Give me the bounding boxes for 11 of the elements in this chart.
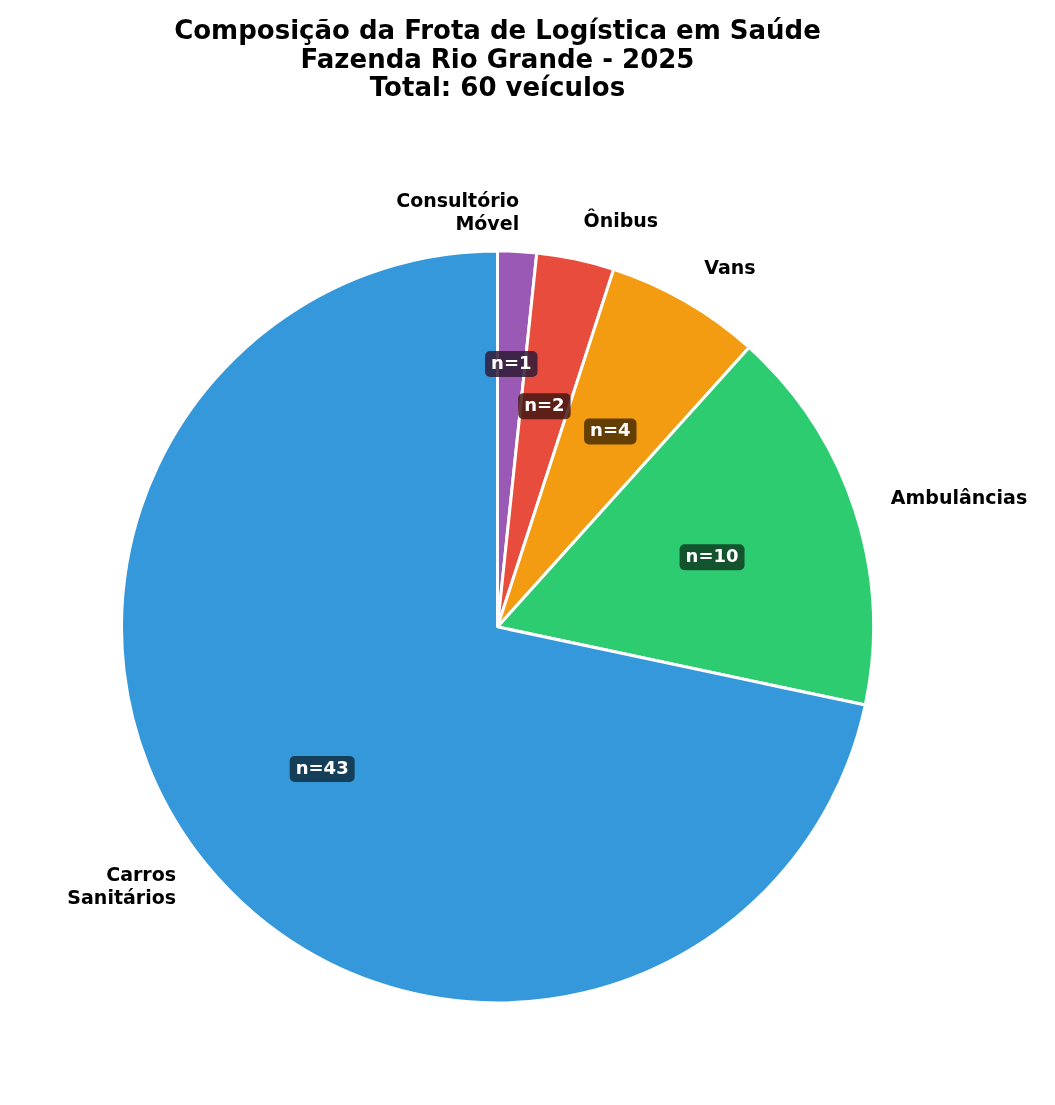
- slice-label: Consultório Móvel: [396, 189, 520, 235]
- data-label: n=10: [685, 544, 739, 566]
- slice-label: Ônibus: [583, 208, 659, 232]
- data-label: n=4: [590, 419, 631, 441]
- slice-label: Vans: [704, 255, 756, 278]
- slice-label: Carros Sanitários: [67, 862, 177, 908]
- data-label: n=43: [295, 756, 349, 778]
- data-label: n=2: [524, 393, 565, 415]
- data-label: n=1: [491, 351, 532, 373]
- chart-title: Composição da Frota de Logística em Saúde Fazenda Rio Grande - 2025 Total: 60 veículos: [174, 15, 821, 103]
- slice-label: Ambulâncias: [890, 486, 1028, 509]
